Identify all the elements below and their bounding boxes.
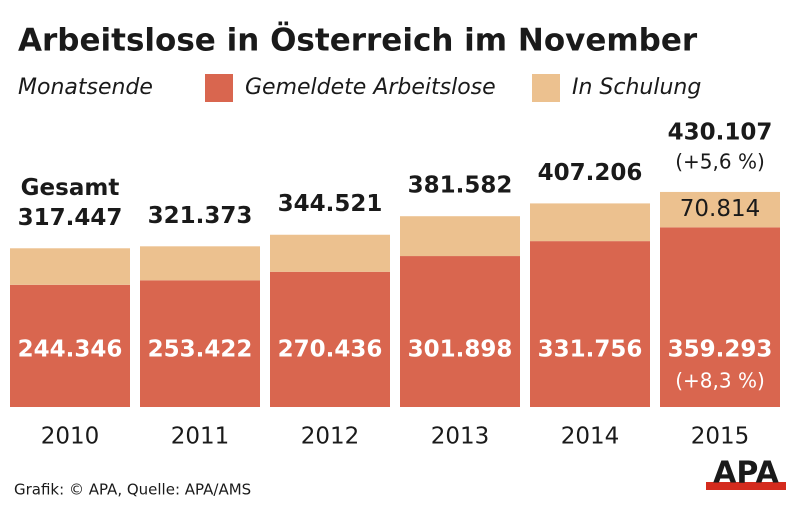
total-label: 321.373 bbox=[148, 203, 253, 229]
logo: APA bbox=[713, 456, 779, 491]
chart-title: Arbeitslose in Österreich im November bbox=[18, 22, 698, 59]
legend-label: Gemeldete Arbeitslose bbox=[245, 75, 496, 100]
total-label: 430.107 bbox=[668, 119, 773, 145]
total-label: 344.521 bbox=[278, 191, 383, 217]
x-tick-label: 2012 bbox=[301, 424, 360, 450]
value-label: 331.756 bbox=[538, 337, 643, 363]
source: Grafik: © APA, Quelle: APA/AMS bbox=[14, 481, 251, 499]
total-label: 317.447 bbox=[18, 205, 123, 231]
legend-swatch bbox=[205, 74, 233, 102]
bar-segment bbox=[270, 234, 390, 272]
legend-title: Monatsende bbox=[18, 75, 153, 100]
value-label: 359.293 bbox=[668, 337, 773, 363]
bar-segment bbox=[10, 284, 130, 407]
x-tick-label: 2015 bbox=[691, 424, 750, 450]
x-tick-label: 2014 bbox=[561, 424, 620, 450]
value-label: 70.814 bbox=[680, 196, 760, 222]
value-label: 253.422 bbox=[148, 337, 253, 363]
logo-bar bbox=[706, 482, 786, 490]
bar-segment bbox=[10, 248, 130, 285]
annotation: (+5,6 %) bbox=[675, 149, 765, 173]
x-tick-label: 2013 bbox=[431, 424, 490, 450]
annotation: Gesamt bbox=[21, 175, 120, 201]
annotation: (+8,3 %) bbox=[675, 369, 765, 393]
legend-swatch bbox=[532, 74, 560, 102]
bar-segment bbox=[140, 280, 260, 407]
bar-segment bbox=[660, 191, 780, 228]
value-label: 301.898 bbox=[408, 337, 513, 363]
bar-segment bbox=[530, 203, 650, 242]
legend-label: In Schulung bbox=[572, 75, 701, 100]
bar-segment bbox=[140, 246, 260, 281]
bar-segment bbox=[660, 227, 780, 407]
bar-segment bbox=[400, 216, 520, 257]
bar-segment bbox=[270, 271, 390, 407]
x-tick-label: 2010 bbox=[41, 424, 100, 450]
x-tick-label: 2011 bbox=[171, 424, 230, 450]
value-label: 244.346 bbox=[18, 337, 123, 363]
bar-segment bbox=[400, 256, 520, 407]
value-label: 270.436 bbox=[278, 337, 383, 363]
total-label: 407.206 bbox=[538, 160, 643, 186]
total-label: 381.582 bbox=[408, 173, 513, 199]
bar-segment bbox=[530, 241, 650, 407]
